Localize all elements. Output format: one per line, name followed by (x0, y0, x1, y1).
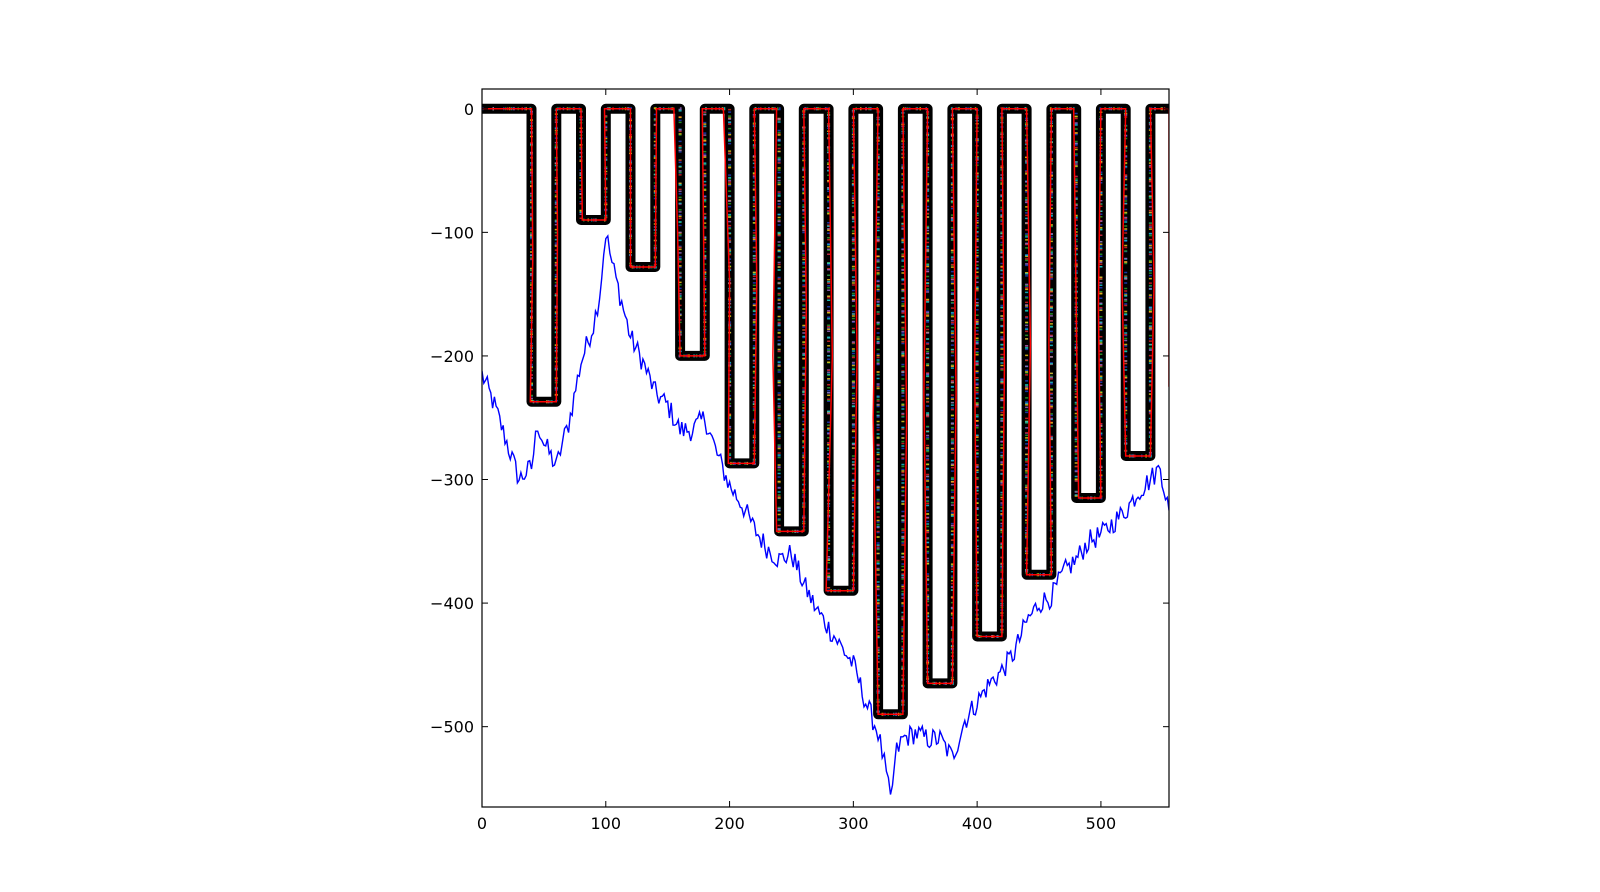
y-tick-label: −400 (430, 594, 474, 613)
x-tick-label: 400 (962, 814, 993, 833)
y-tick-label: −200 (430, 347, 474, 366)
x-tick-label: 100 (591, 814, 622, 833)
y-tick-label: −300 (430, 471, 474, 490)
plot-lines (482, 103, 1169, 795)
y-tick-label: −100 (430, 223, 474, 242)
x-tick-label: 0 (477, 814, 487, 833)
x-tick-label: 200 (714, 814, 745, 833)
y-axis-ticks: 0 −100 −200 −300 −400 −500 (430, 100, 1169, 737)
series-red-line (482, 108, 1169, 716)
plot-frame (481, 88, 1170, 808)
y-tick-label: −500 (430, 718, 474, 737)
series-serpentine-line (482, 103, 1169, 720)
x-axis-ticks: 0 100 200 300 400 500 (477, 89, 1116, 833)
y-tick-label: 0 (464, 100, 474, 119)
series-blue-line (482, 234, 1169, 795)
x-tick-label: 500 (1086, 814, 1117, 833)
x-tick-label: 300 (838, 814, 869, 833)
